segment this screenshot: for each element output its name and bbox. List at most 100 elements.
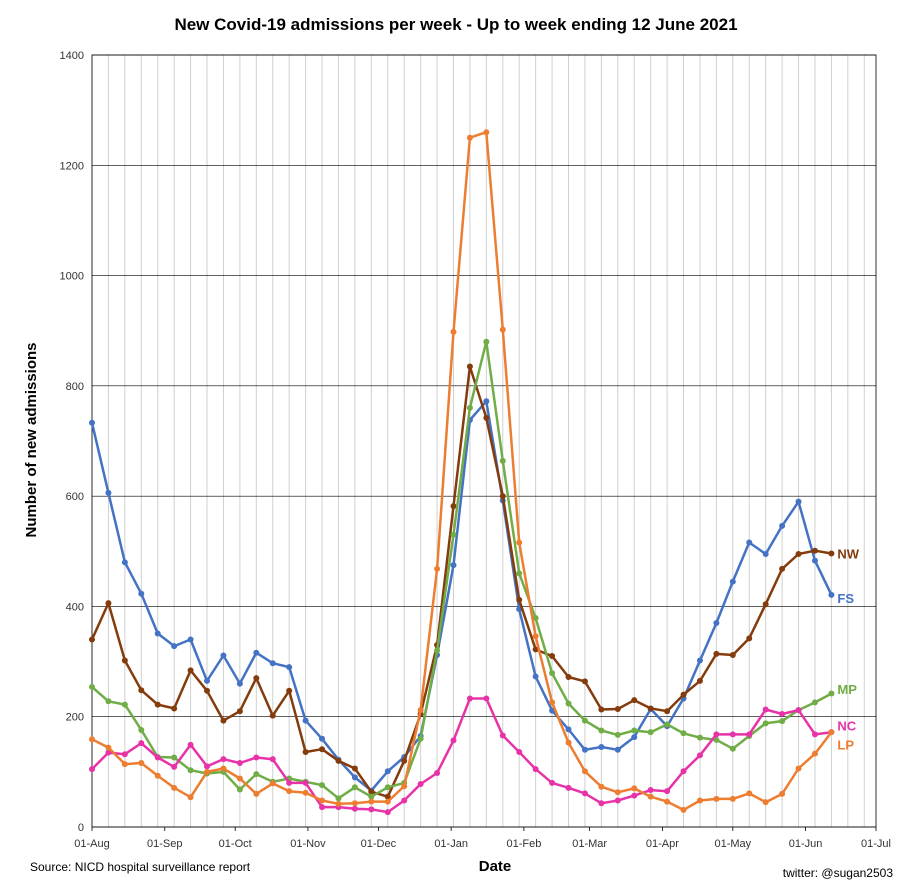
data-point bbox=[335, 795, 342, 802]
data-point bbox=[253, 649, 260, 656]
data-point bbox=[384, 798, 391, 805]
data-point bbox=[779, 565, 786, 572]
data-point bbox=[154, 630, 161, 637]
data-point bbox=[434, 769, 441, 776]
data-point bbox=[302, 789, 309, 796]
data-point bbox=[795, 498, 802, 505]
data-point bbox=[713, 650, 720, 657]
data-point bbox=[811, 750, 818, 757]
x-tick-label: 01-Oct bbox=[219, 838, 252, 850]
x-tick-label: 01-Jun bbox=[789, 838, 823, 850]
data-point bbox=[171, 784, 178, 791]
data-point bbox=[746, 539, 753, 546]
data-point bbox=[368, 806, 375, 813]
data-point bbox=[187, 636, 194, 643]
data-point bbox=[762, 706, 769, 713]
data-point bbox=[368, 798, 375, 805]
data-point bbox=[450, 328, 457, 335]
data-point bbox=[746, 635, 753, 642]
data-point bbox=[236, 775, 243, 782]
data-point bbox=[499, 493, 506, 500]
data-point bbox=[138, 740, 145, 747]
data-point bbox=[401, 783, 408, 790]
data-point bbox=[631, 727, 638, 734]
data-point bbox=[253, 771, 260, 778]
data-point bbox=[483, 414, 490, 421]
series-line-nc bbox=[91, 697, 832, 814]
data-point bbox=[713, 619, 720, 626]
data-point bbox=[581, 768, 588, 775]
data-point bbox=[171, 705, 178, 712]
data-point bbox=[286, 779, 293, 786]
data-point bbox=[351, 784, 358, 791]
data-point bbox=[319, 797, 326, 804]
data-point bbox=[614, 797, 621, 804]
vertical-gridlines bbox=[91, 55, 865, 827]
data-point bbox=[220, 756, 227, 763]
data-point bbox=[417, 780, 424, 787]
data-point bbox=[236, 680, 243, 687]
data-point bbox=[532, 633, 539, 640]
data-point bbox=[450, 562, 457, 569]
x-tick-label: 01-Apr bbox=[646, 838, 679, 850]
data-point bbox=[696, 734, 703, 741]
x-tick-label: 01-Mar bbox=[572, 838, 607, 850]
data-point bbox=[532, 766, 539, 773]
series-label-lp: LP bbox=[837, 737, 854, 752]
data-point bbox=[466, 695, 473, 702]
data-point bbox=[795, 707, 802, 714]
data-point bbox=[516, 596, 523, 603]
data-point bbox=[746, 731, 753, 738]
data-point bbox=[138, 760, 145, 767]
data-point bbox=[811, 547, 818, 554]
data-point bbox=[351, 774, 358, 781]
data-point bbox=[729, 745, 736, 752]
data-point bbox=[549, 670, 556, 677]
data-point bbox=[581, 717, 588, 724]
data-point bbox=[138, 726, 145, 733]
series-label-fs: FS bbox=[837, 591, 854, 606]
data-point bbox=[138, 590, 145, 597]
data-point bbox=[236, 708, 243, 715]
data-point bbox=[302, 717, 309, 724]
y-axis-tick-labels: 0 200 400 600 800 1000 1200 1400 bbox=[60, 50, 84, 834]
data-point bbox=[499, 457, 506, 464]
data-point bbox=[187, 667, 194, 674]
data-point bbox=[729, 578, 736, 585]
y-tick-label: 1000 bbox=[60, 271, 84, 283]
x-tick-label: 01-Aug bbox=[74, 838, 109, 850]
data-point bbox=[89, 766, 95, 773]
x-tick-label: 01-Dec bbox=[361, 838, 397, 850]
data-point bbox=[729, 795, 736, 802]
series-nc bbox=[89, 695, 835, 816]
data-point bbox=[351, 800, 358, 807]
data-point bbox=[466, 404, 473, 411]
data-point bbox=[581, 790, 588, 797]
data-point bbox=[746, 790, 753, 797]
data-point bbox=[401, 797, 408, 804]
data-point bbox=[236, 760, 243, 767]
twitter-credit: twitter: @sugan2503 bbox=[783, 866, 894, 880]
data-point bbox=[516, 749, 523, 756]
data-point bbox=[171, 763, 178, 770]
data-point bbox=[779, 522, 786, 529]
data-point bbox=[121, 657, 128, 664]
data-point bbox=[204, 677, 211, 684]
data-point bbox=[450, 503, 457, 510]
data-point bbox=[614, 705, 621, 712]
data-point bbox=[105, 698, 112, 705]
data-point bbox=[269, 712, 276, 719]
data-point bbox=[417, 735, 424, 742]
data-point bbox=[811, 557, 818, 564]
data-point bbox=[598, 783, 605, 790]
data-point bbox=[138, 687, 145, 694]
data-point bbox=[516, 539, 523, 546]
data-point bbox=[549, 779, 556, 786]
data-point bbox=[154, 772, 161, 779]
data-point bbox=[532, 615, 539, 622]
data-point bbox=[187, 767, 194, 774]
x-axis-tick-labels: 01-Aug 01-Sep 01-Oct 01-Nov 01-Dec 01-Jan 01-F… bbox=[74, 827, 891, 850]
data-point bbox=[417, 707, 424, 714]
data-point bbox=[187, 741, 194, 748]
